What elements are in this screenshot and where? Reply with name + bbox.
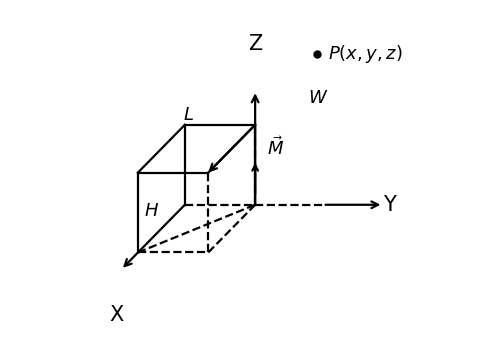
Text: Z: Z xyxy=(248,34,262,54)
Text: Y: Y xyxy=(383,195,396,215)
Text: $P(x, y, z)$: $P(x, y, z)$ xyxy=(328,43,402,65)
Text: L: L xyxy=(184,106,194,124)
Text: W: W xyxy=(308,89,326,107)
Text: H: H xyxy=(144,202,158,220)
Text: $\vec{M}$: $\vec{M}$ xyxy=(268,136,284,159)
Text: X: X xyxy=(110,305,124,325)
